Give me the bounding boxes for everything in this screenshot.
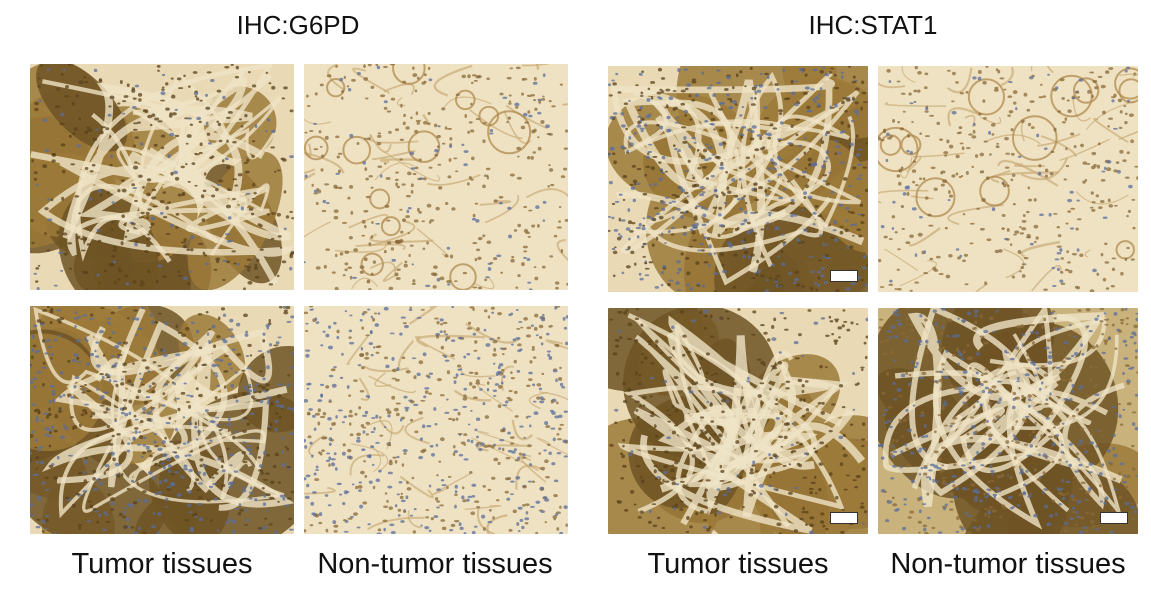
g6pd-normal-caption: Non-tumor tissues <box>317 548 553 580</box>
stat1-tumor-top-texture <box>608 66 868 292</box>
g6pd-normal-bottom-texture <box>304 306 568 534</box>
g6pd-title: IHC:G6PD <box>236 10 360 40</box>
g6pd-tumor-top-image <box>30 64 294 290</box>
g6pd-normal-top-texture <box>304 64 568 290</box>
scale-bar <box>1100 512 1128 524</box>
stat1-normal-top-texture <box>878 66 1138 292</box>
scale-bar <box>830 270 858 282</box>
g6pd-normal-top-image <box>304 64 568 290</box>
stat1-tumor-bottom-texture <box>608 308 868 534</box>
g6pd-tumor-caption: Tumor tissues <box>71 548 253 580</box>
stat1-normal-top-image <box>878 66 1138 292</box>
stat1-tumor-bottom-image <box>608 308 868 534</box>
g6pd-tumor-top-texture <box>30 64 294 290</box>
scale-bar <box>830 512 858 524</box>
g6pd-normal-bottom-image <box>304 306 568 534</box>
stat1-tumor-caption: Tumor tissues <box>647 548 829 580</box>
stat1-tumor-top-image <box>608 66 868 292</box>
stat1-title: IHC:STAT1 <box>808 10 938 40</box>
g6pd-tumor-bottom-image <box>30 306 294 534</box>
g6pd-tumor-bottom-texture <box>30 306 294 534</box>
stat1-normal-bottom-image <box>878 308 1138 534</box>
stat1-normal-caption: Non-tumor tissues <box>890 548 1126 580</box>
stat1-normal-bottom-texture <box>878 308 1138 534</box>
